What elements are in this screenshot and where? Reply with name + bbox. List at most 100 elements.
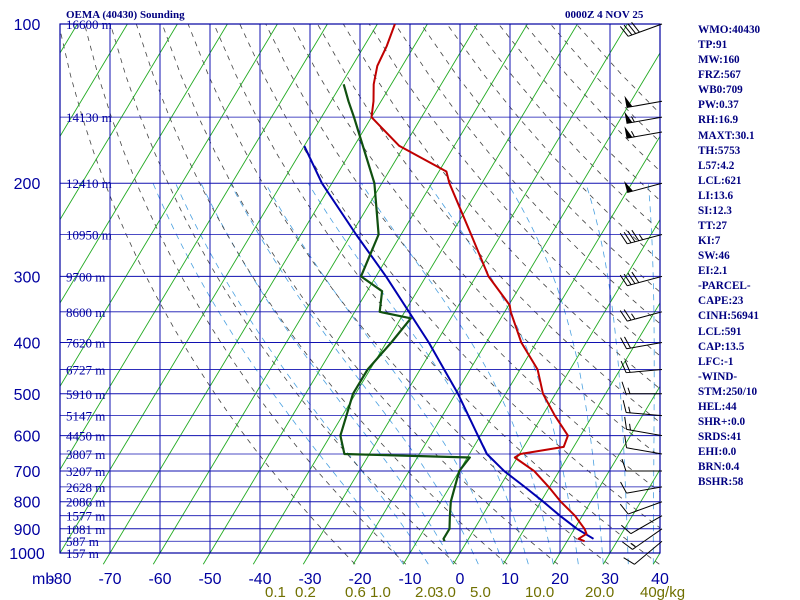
wind-barb-flag — [623, 557, 635, 565]
wind-barb-flag — [621, 524, 632, 535]
wind-barb-half-flag — [628, 406, 631, 413]
dry-adiabat-line — [342, 24, 660, 390]
wind-barb-pennant — [624, 95, 633, 108]
wind-barb — [621, 515, 663, 535]
index-cinh-56941: CINH:56941 — [698, 310, 759, 323]
height-label: 1081 m — [66, 522, 105, 537]
wind-barb-flag — [631, 271, 640, 283]
wind-barb-shaft — [626, 412, 663, 417]
wind-barb-shaft — [627, 234, 663, 245]
dry-adiabat-line — [161, 24, 559, 565]
index-parcel: -PARCEL- — [698, 280, 751, 293]
wind-barb — [619, 271, 663, 287]
mixing-ratio-label: 3.0 — [435, 584, 456, 600]
wind-barb — [621, 381, 662, 395]
index-pw-0-37: PW:0.37 — [698, 99, 739, 112]
height-label: 7620 m — [66, 335, 105, 350]
isotherm-line — [352, 52, 660, 565]
pressure-tick-label: 600 — [14, 429, 41, 446]
pressure-tick-label: 300 — [14, 269, 41, 286]
wind-barb-shaft — [626, 131, 663, 139]
wind-barb-half-flag — [638, 234, 644, 240]
index-frz-567: FRZ:567 — [698, 69, 741, 82]
parcel-path-line — [303, 145, 595, 540]
wind-barb-half-flag — [631, 313, 636, 320]
wind-barb-flag — [619, 310, 628, 322]
temperature-tick-label: -80 — [48, 571, 71, 588]
dry-adiabat-line — [317, 24, 660, 423]
dry-adiabat-line — [291, 24, 660, 458]
wind-barb — [619, 309, 663, 322]
dry-adiabat-line — [110, 24, 457, 565]
pressure-tick-label: 800 — [14, 495, 41, 512]
dry-adiabat-line — [265, 24, 660, 493]
wind-barb-flag — [619, 26, 629, 37]
isotherm-line — [60, 24, 228, 304]
mixing-ratio-label: 10.0 — [525, 584, 554, 600]
wind-barb-shaft — [627, 182, 663, 194]
wind-barbs — [619, 21, 663, 565]
wind-barb-flag — [620, 360, 627, 373]
wind-barb-flag — [631, 229, 640, 241]
index-lcl-621: LCL:621 — [698, 174, 742, 187]
height-label: 14130 m — [66, 110, 112, 125]
index-rh-16-9: RH:16.9 — [698, 114, 739, 127]
wind-barb-flag — [623, 273, 632, 285]
wind-barb — [621, 458, 662, 472]
wind-barb — [624, 416, 663, 437]
isotherm-line — [252, 24, 578, 565]
index-cape-23: CAPE:23 — [698, 295, 744, 308]
temperature-line — [370, 24, 588, 543]
height-label: 3807 m — [66, 447, 105, 462]
indices-panel: WMO:40430 TP:91 MW:160 FRZ:567 WB0:709 PW:0.3… — [698, 23, 798, 490]
chart-title: OEMA (40430) Sounding — [66, 9, 185, 21]
isotherm-line — [102, 24, 428, 565]
index-ehi-0-0: EHI:0.0 — [698, 446, 737, 459]
wind-barb — [624, 435, 663, 455]
temperature-tick-label: 20 — [551, 571, 569, 588]
temperature-tick-label: -20 — [348, 571, 371, 588]
wind-barb-flag — [623, 231, 632, 244]
pressure-unit-label: mb — [32, 571, 54, 588]
wind-barb-shaft — [630, 515, 663, 535]
wind-barb-flag — [621, 381, 627, 394]
wind-barb-half-flag — [630, 542, 637, 548]
height-label: 3207 m — [66, 464, 105, 479]
index-shr-0-0: SHR+:0.0 — [698, 416, 746, 429]
dry-adiabat-line — [187, 24, 609, 565]
pressure-tick-label: 700 — [14, 464, 41, 481]
moist-adiabat-line — [265, 183, 504, 565]
wind-barb-half-flag — [629, 423, 631, 431]
wind-barb-flag — [624, 416, 628, 430]
wind-barb-shaft — [626, 341, 663, 350]
wind-barb-shaft — [626, 486, 663, 494]
temperature-tick-label: 40 — [651, 571, 669, 588]
wind-barb-shaft — [627, 311, 663, 322]
index-wind: -WIND- — [698, 370, 738, 383]
height-label: 157 m — [66, 546, 99, 561]
temperature-tick-label: 0 — [456, 571, 465, 588]
moist-adiabat-line — [360, 182, 554, 565]
index-si-12-3: SI:12.3 — [698, 204, 732, 217]
height-label: 1577 m — [66, 509, 105, 524]
wind-barb-flag — [622, 400, 627, 413]
isotherm-line — [60, 24, 128, 138]
height-label: 5147 m — [66, 409, 105, 424]
temperature-tick-label: -10 — [398, 571, 421, 588]
temperature-tick-label: 30 — [601, 571, 619, 588]
temperature-tick-label: -30 — [298, 571, 321, 588]
isotherm-line — [552, 385, 660, 565]
index-wmo-40430: WMO:40430 — [698, 24, 761, 36]
wind-barb-shaft — [634, 540, 663, 565]
isotherm-line — [152, 24, 478, 565]
index-brn-0-4: BRN:0.4 — [698, 461, 740, 474]
wind-barb-flag — [621, 458, 627, 472]
height-label: 9700 m — [66, 269, 105, 284]
index-li-13-6: LI:13.6 — [698, 189, 734, 202]
temperature-tick-label: -50 — [198, 571, 221, 588]
wind-barb — [624, 126, 663, 139]
wind-barb-flag — [620, 481, 627, 494]
moist-adiabat-line — [507, 182, 604, 565]
index-stm-250-10: STM:250/10 — [698, 385, 758, 398]
